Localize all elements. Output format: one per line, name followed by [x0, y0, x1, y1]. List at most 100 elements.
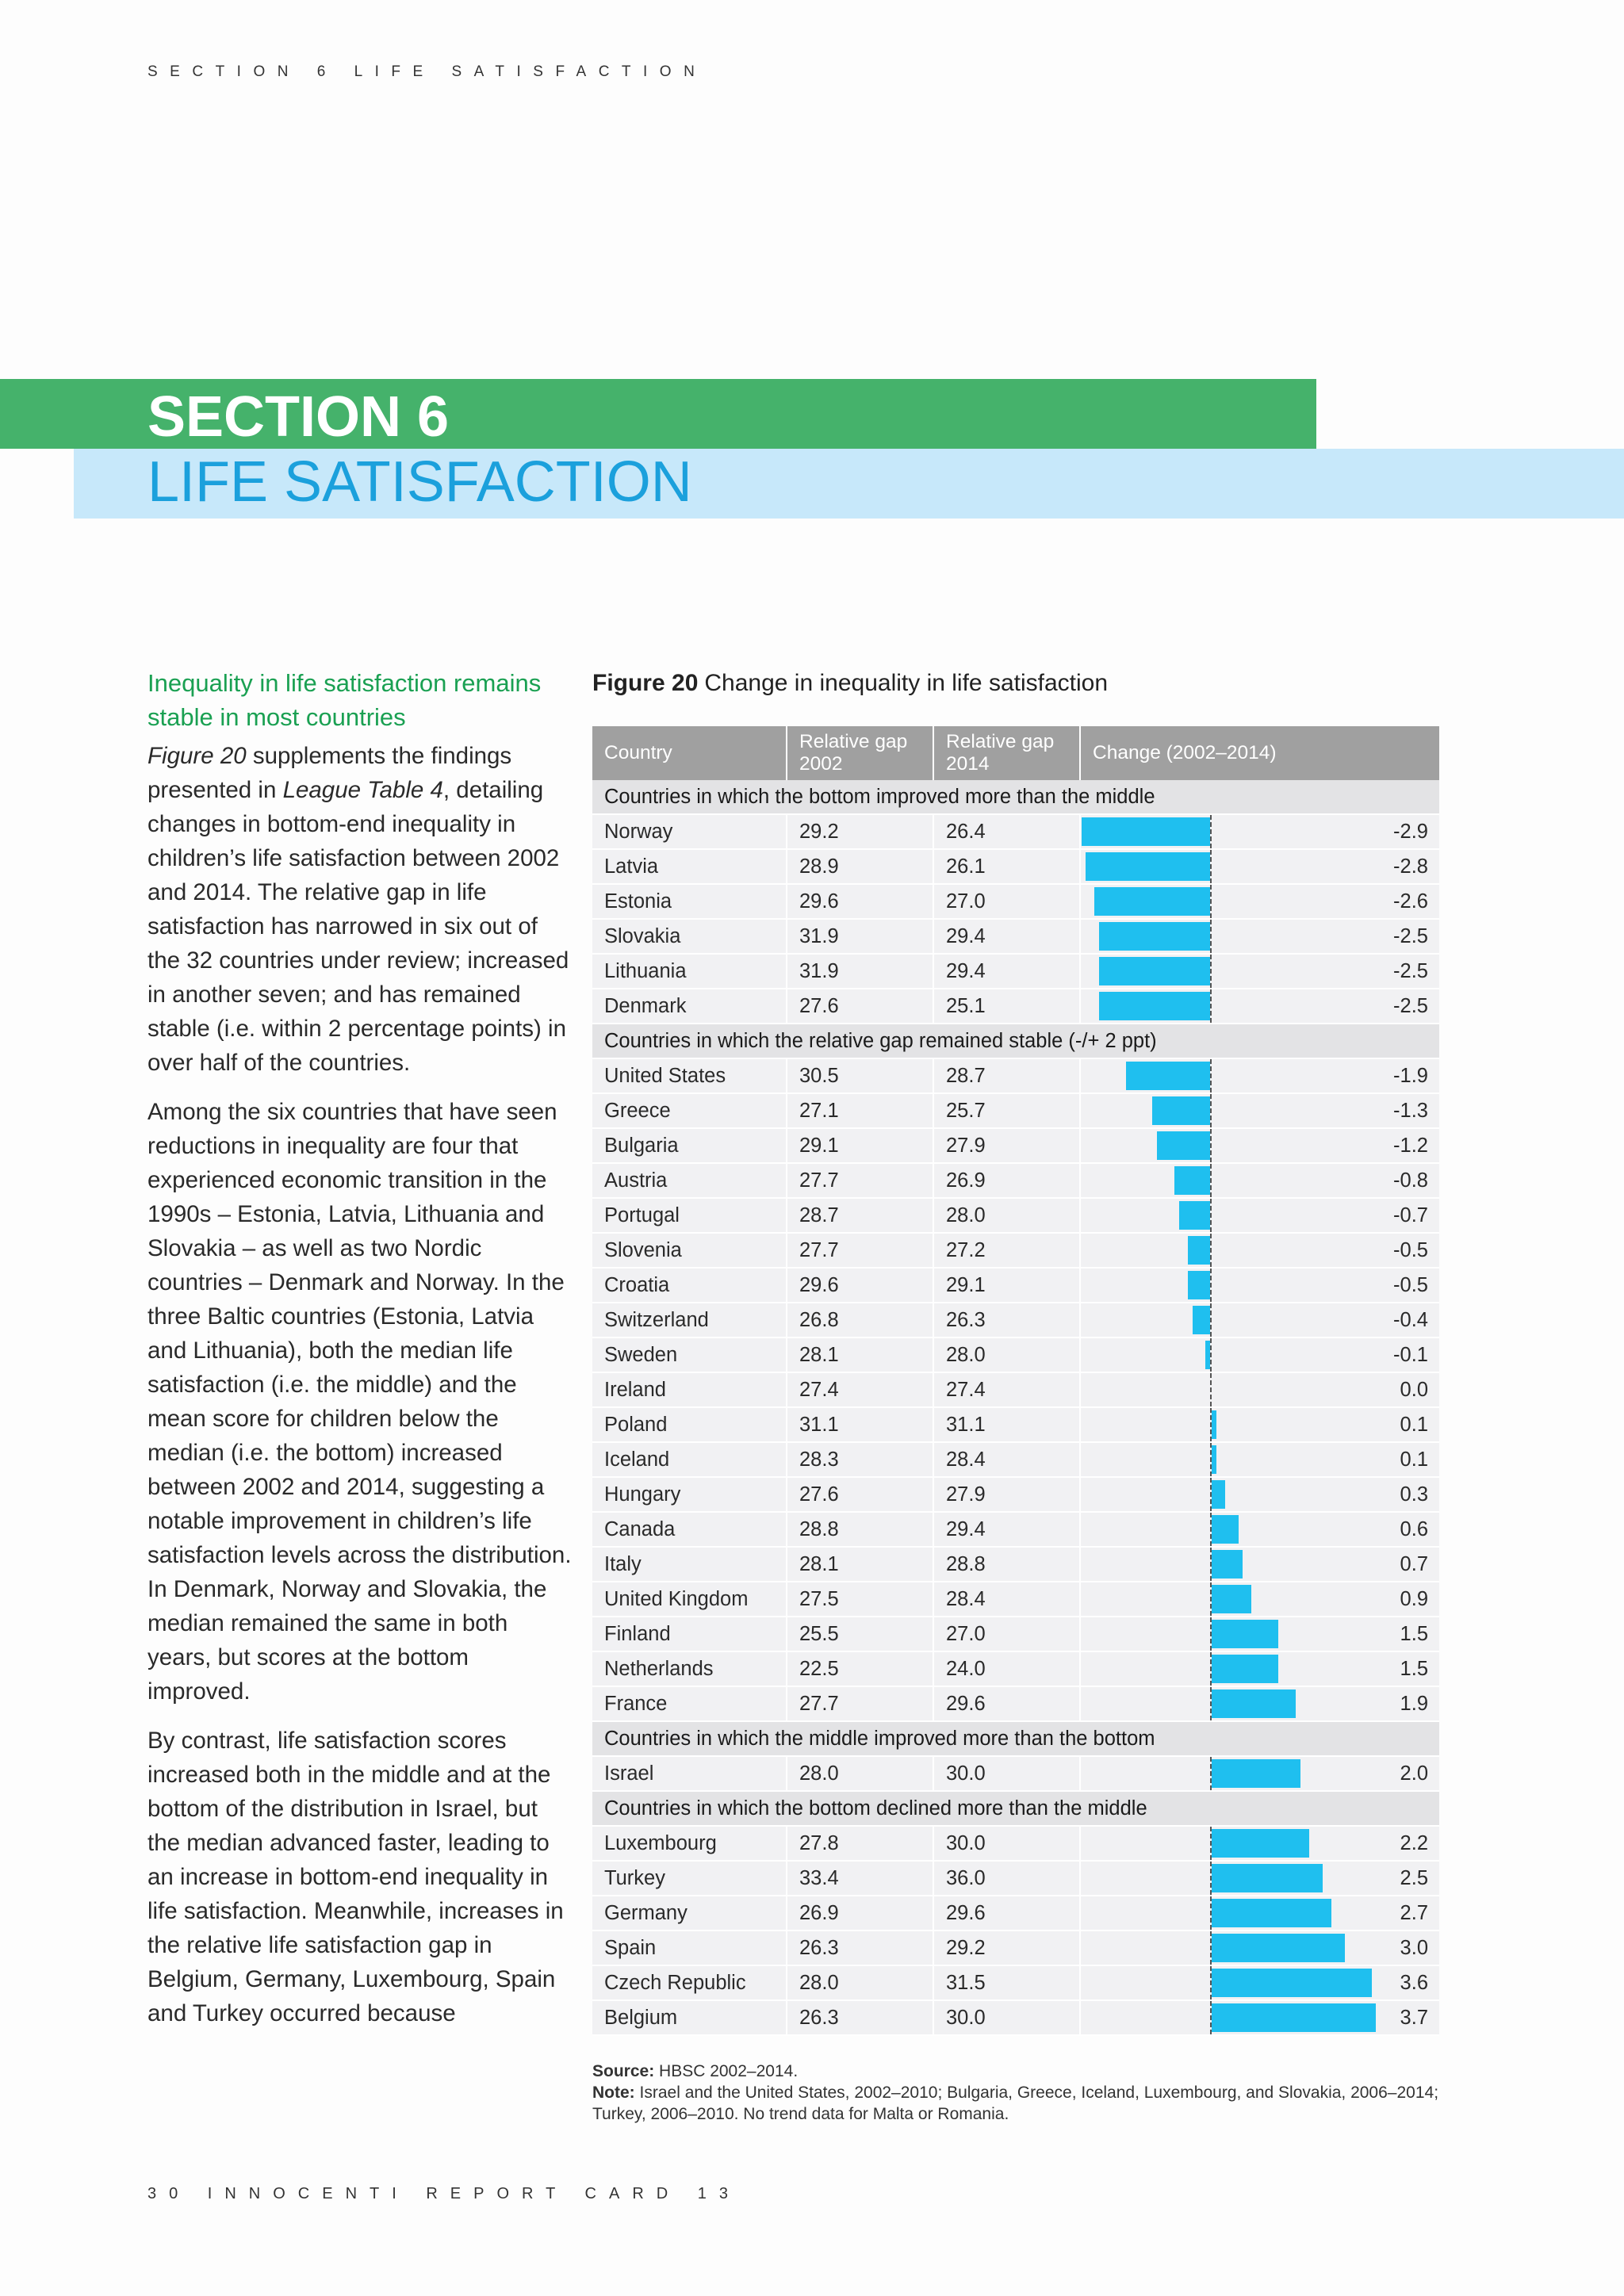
table-row: Estonia 29.6 27.0 -2.6	[592, 885, 1439, 920]
gap-2014-cell: 28.8	[934, 1548, 1081, 1581]
body-column: Inequality in life satisfaction remains …	[147, 666, 576, 2045]
gap-2014-cell: 27.2	[934, 1234, 1081, 1267]
change-cell: 0.3	[1081, 1478, 1439, 1511]
page-footer: 30 INNOCENTI REPORT CARD 13	[147, 2185, 741, 2202]
change-value: 2.5	[1400, 1866, 1428, 1889]
table-row: Israel 28.0 30.0 2.0	[592, 1757, 1439, 1792]
change-value: 0.1	[1400, 1448, 1428, 1471]
country-cell: Latvia	[592, 850, 787, 883]
change-bar	[1174, 1166, 1210, 1195]
table-row: Hungary 27.6 27.9 0.3	[592, 1478, 1439, 1513]
table-row: Belgium 26.3 30.0 3.7	[592, 2001, 1439, 2036]
change-cell: 0.1	[1081, 1443, 1439, 1476]
country-cell: Finland	[592, 1617, 787, 1651]
change-cell: 2.2	[1081, 1827, 1439, 1860]
zero-axis-line	[1210, 989, 1212, 1023]
zero-axis-line	[1210, 1862, 1212, 1895]
country-cell: Slovakia	[592, 920, 787, 953]
change-bar	[1125, 1062, 1210, 1090]
group-header: Countries in which the middle improved m…	[592, 1722, 1439, 1757]
change-bar	[1178, 1201, 1210, 1230]
country-cell: Estonia	[592, 885, 787, 918]
change-value: -2.5	[1393, 924, 1428, 947]
zero-axis-line	[1210, 850, 1212, 883]
zero-axis-line	[1210, 2001, 1212, 2034]
change-bar	[1212, 1864, 1323, 1892]
country-cell: Portugal	[592, 1199, 787, 1232]
zero-axis-line	[1210, 1478, 1212, 1511]
change-value: 2.0	[1400, 1762, 1428, 1785]
country-cell: Poland	[592, 1408, 787, 1441]
change-cell: 0.7	[1081, 1548, 1439, 1581]
figure-title: Figure 20 Change in inequality in life sa…	[592, 668, 1108, 699]
change-value: -1.3	[1393, 1099, 1428, 1122]
change-bar	[1086, 852, 1210, 881]
table-row: Turkey 33.4 36.0 2.5	[592, 1862, 1439, 1896]
gap-2014-cell: 26.3	[934, 1303, 1081, 1337]
country-cell: Netherlands	[592, 1652, 787, 1686]
gap-2002-cell: 27.7	[787, 1234, 934, 1267]
gap-2002-cell: 33.4	[787, 1862, 934, 1895]
change-cell: -1.9	[1081, 1059, 1439, 1093]
country-cell: Denmark	[592, 989, 787, 1023]
country-cell: Czech Republic	[592, 1966, 787, 1999]
table-row: Latvia 28.9 26.1 -2.8	[592, 850, 1439, 885]
gap-2002-cell: 28.7	[787, 1199, 934, 1232]
gap-2002-cell: 28.0	[787, 1757, 934, 1790]
gap-2014-cell: 29.6	[934, 1896, 1081, 1930]
gap-2002-cell: 31.1	[787, 1408, 934, 1441]
zero-axis-line	[1210, 1094, 1212, 1127]
change-bar	[1081, 817, 1210, 846]
change-bar	[1212, 1899, 1332, 1927]
figure-table: Country Relative gap 2002 Relative gap 2…	[592, 726, 1439, 2036]
table-row: Greece 27.1 25.7 -1.3	[592, 1094, 1439, 1129]
source-text: HBSC 2002–2014.	[654, 2062, 799, 2080]
zero-axis-line	[1210, 1269, 1212, 1302]
change-value: -2.5	[1393, 994, 1428, 1017]
change-bar	[1212, 1515, 1239, 1544]
gap-2002-cell: 26.9	[787, 1896, 934, 1930]
gap-2002-cell: 28.8	[787, 1513, 934, 1546]
zero-axis-line	[1210, 1966, 1212, 1999]
country-cell: Bulgaria	[592, 1129, 787, 1162]
zero-axis-line	[1210, 1896, 1212, 1930]
gap-2002-cell: 28.1	[787, 1338, 934, 1372]
gap-2002-cell: 31.9	[787, 920, 934, 953]
zero-axis-line	[1210, 1164, 1212, 1197]
country-cell: Israel	[592, 1757, 787, 1790]
section-band-green	[0, 379, 1316, 449]
change-cell: -2.6	[1081, 885, 1439, 918]
country-cell: Sweden	[592, 1338, 787, 1372]
change-value: -2.6	[1393, 890, 1428, 913]
figure-notes: Source: HBSC 2002–2014. Note: Israel and…	[592, 2061, 1439, 2125]
country-cell: Switzerland	[592, 1303, 787, 1337]
table-row: Netherlands 22.5 24.0 1.5	[592, 1652, 1439, 1687]
gap-2014-cell: 28.0	[934, 1199, 1081, 1232]
country-cell: Germany	[592, 1896, 787, 1930]
gap-2002-cell: 27.6	[787, 989, 934, 1023]
country-cell: Canada	[592, 1513, 787, 1546]
source-line: Source: HBSC 2002–2014.	[592, 2061, 1439, 2082]
gap-2002-cell: 31.9	[787, 955, 934, 988]
paragraph-1-text-a: supplements the findings presented in	[147, 743, 512, 803]
table-row: France 27.7 29.6 1.9	[592, 1687, 1439, 1722]
change-cell: -0.5	[1081, 1269, 1439, 1302]
section-title: LIFE SATISFACTION	[147, 450, 692, 514]
table-row: United States 30.5 28.7 -1.9	[592, 1059, 1439, 1094]
table-row: Germany 26.9 29.6 2.7	[592, 1896, 1439, 1931]
change-value: -1.2	[1393, 1134, 1428, 1157]
gap-2014-cell: 28.4	[934, 1582, 1081, 1616]
gap-2014-cell: 29.4	[934, 955, 1081, 988]
note-line: Note: Israel and the United States, 2002…	[592, 2082, 1439, 2125]
gap-2002-cell: 29.6	[787, 885, 934, 918]
paragraph-1-text-b: , detailing changes in bottom-end inequa…	[147, 777, 569, 1076]
gap-2014-cell: 27.0	[934, 885, 1081, 918]
table-row: Norway 29.2 26.4 -2.9	[592, 815, 1439, 850]
country-cell: Luxembourg	[592, 1827, 787, 1860]
gap-2014-cell: 31.5	[934, 1966, 1081, 1999]
gap-2002-cell: 28.9	[787, 850, 934, 883]
change-bar	[1212, 1655, 1278, 1683]
change-value: 0.3	[1400, 1483, 1428, 1506]
note-label: Note:	[592, 2084, 635, 2102]
change-cell: 0.0	[1081, 1373, 1439, 1406]
